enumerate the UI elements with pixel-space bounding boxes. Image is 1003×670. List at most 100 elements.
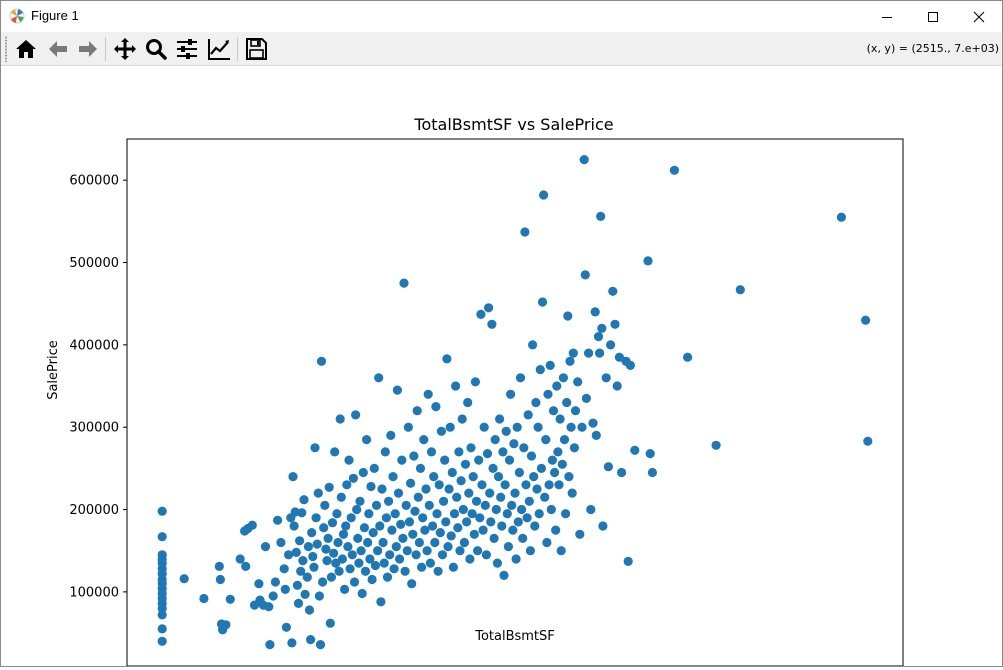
data-point bbox=[523, 410, 533, 420]
data-point bbox=[487, 319, 497, 329]
home-button[interactable] bbox=[12, 35, 40, 63]
toolbar-grip[interactable] bbox=[5, 36, 7, 62]
data-point bbox=[683, 352, 693, 362]
data-point bbox=[469, 529, 479, 539]
data-point bbox=[647, 467, 658, 478]
data-point bbox=[363, 537, 373, 548]
data-point bbox=[451, 381, 461, 391]
data-point bbox=[325, 618, 335, 628]
data-point bbox=[349, 577, 360, 587]
data-point bbox=[289, 521, 299, 531]
data-point bbox=[547, 455, 558, 465]
data-point bbox=[514, 467, 525, 478]
data-point bbox=[614, 352, 625, 362]
data-point bbox=[370, 560, 380, 571]
data-point bbox=[235, 554, 245, 564]
data-point bbox=[477, 480, 487, 490]
configure-subplots-button[interactable] bbox=[173, 35, 201, 63]
data-point bbox=[452, 492, 462, 502]
data-point bbox=[335, 414, 345, 424]
maximize-button[interactable] bbox=[910, 1, 956, 32]
data-point bbox=[553, 447, 563, 457]
data-point bbox=[300, 589, 310, 600]
close-button[interactable] bbox=[956, 1, 1002, 32]
minimize-button[interactable] bbox=[864, 1, 910, 32]
data-point bbox=[288, 472, 298, 482]
data-point bbox=[322, 556, 332, 566]
data-point bbox=[466, 443, 476, 453]
data-point bbox=[596, 211, 606, 221]
data-point bbox=[543, 389, 553, 399]
title-bar[interactable]: Figure 1 bbox=[1, 1, 1002, 32]
edit-axes-button[interactable] bbox=[205, 35, 233, 63]
data-point bbox=[413, 492, 423, 502]
toolbar-separator bbox=[237, 37, 238, 61]
data-point bbox=[397, 455, 407, 465]
data-point bbox=[612, 381, 622, 391]
back-button[interactable] bbox=[44, 35, 72, 63]
data-point bbox=[326, 572, 336, 582]
data-point bbox=[555, 414, 565, 424]
data-point bbox=[481, 550, 491, 560]
toolbar-separator bbox=[105, 37, 106, 61]
data-point bbox=[479, 422, 489, 432]
data-point bbox=[297, 508, 307, 518]
data-point bbox=[377, 484, 387, 494]
data-point bbox=[458, 504, 468, 515]
data-point bbox=[364, 509, 374, 519]
data-point bbox=[449, 509, 460, 519]
data-point bbox=[502, 509, 512, 519]
data-point bbox=[436, 426, 446, 436]
data-point bbox=[379, 558, 389, 568]
save-button[interactable] bbox=[242, 35, 270, 63]
figure-canvas[interactable]: TotalBsmtSF vs SalePrice 050010001500200… bbox=[1, 66, 1002, 670]
data-point bbox=[340, 584, 350, 595]
data-point bbox=[473, 546, 483, 556]
data-point bbox=[863, 436, 873, 446]
forward-button[interactable] bbox=[74, 35, 102, 63]
arrow-left-icon bbox=[49, 41, 67, 57]
data-point bbox=[355, 496, 365, 506]
data-point bbox=[352, 504, 362, 515]
data-point bbox=[199, 593, 209, 604]
data-point bbox=[507, 500, 517, 510]
data-point bbox=[557, 459, 567, 469]
data-point bbox=[498, 447, 508, 457]
data-point bbox=[501, 426, 511, 436]
data-point bbox=[221, 620, 231, 630]
pan-button[interactable] bbox=[111, 35, 139, 63]
window-title: Figure 1 bbox=[31, 8, 79, 23]
data-point bbox=[546, 504, 556, 515]
data-point bbox=[381, 513, 391, 523]
data-point bbox=[225, 594, 235, 604]
data-point bbox=[579, 155, 589, 165]
data-point bbox=[382, 572, 393, 582]
data-point bbox=[157, 532, 167, 542]
zoom-button[interactable] bbox=[142, 35, 170, 63]
data-point bbox=[568, 348, 578, 358]
data-point bbox=[435, 528, 445, 538]
data-point bbox=[617, 467, 627, 478]
data-point bbox=[577, 422, 587, 432]
scatter-chart[interactable]: TotalBsmtSF vs SalePrice 050010001500200… bbox=[1, 66, 1002, 670]
data-point bbox=[241, 561, 251, 571]
data-point bbox=[303, 542, 313, 552]
data-point bbox=[542, 537, 552, 548]
data-point bbox=[492, 558, 502, 568]
data-point bbox=[400, 566, 410, 576]
data-point bbox=[444, 484, 454, 494]
data-point bbox=[401, 500, 411, 510]
data-points bbox=[157, 155, 873, 650]
data-point bbox=[359, 523, 369, 533]
data-point bbox=[309, 562, 319, 572]
data-point bbox=[157, 506, 167, 516]
sliders-icon bbox=[177, 39, 197, 59]
data-point bbox=[373, 546, 383, 556]
data-point bbox=[276, 537, 286, 548]
data-point bbox=[462, 517, 472, 527]
home-icon bbox=[16, 40, 36, 58]
data-point bbox=[391, 542, 401, 552]
data-point bbox=[310, 443, 320, 453]
data-point bbox=[468, 472, 478, 482]
data-point bbox=[415, 463, 426, 473]
